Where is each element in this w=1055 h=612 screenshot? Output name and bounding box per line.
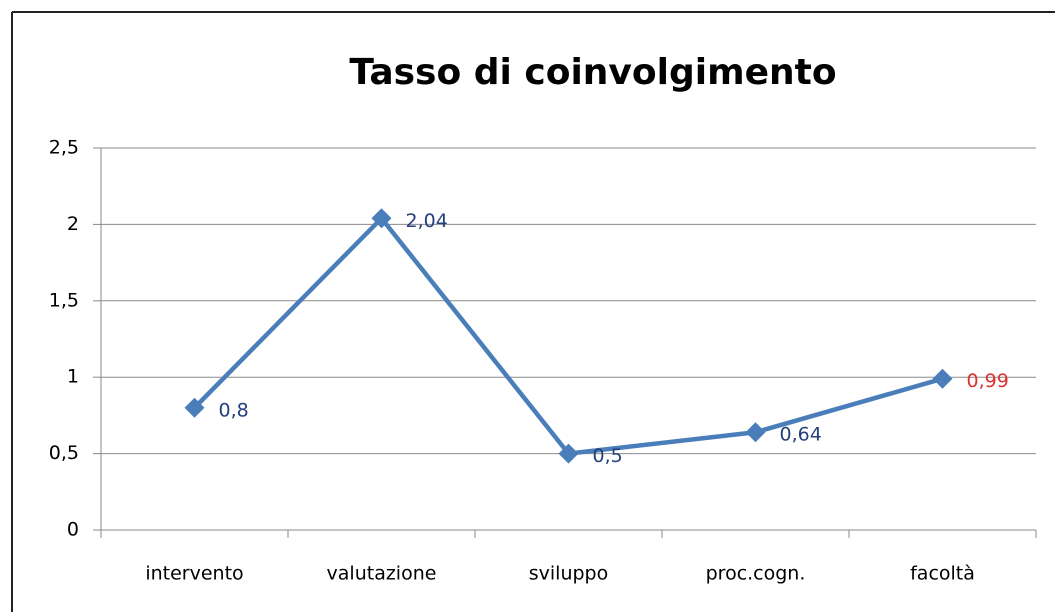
marker bbox=[371, 208, 392, 229]
x-tick-label: valutazione bbox=[327, 563, 437, 585]
data-label: 0,8 bbox=[219, 399, 249, 421]
data-label: 0,64 bbox=[780, 424, 822, 446]
marker bbox=[932, 368, 953, 389]
marker bbox=[184, 397, 205, 418]
y-tick-label: 2 bbox=[67, 213, 79, 235]
data-label: 0,99 bbox=[967, 370, 1009, 392]
marker bbox=[745, 422, 766, 443]
data-label: 2,04 bbox=[406, 210, 448, 232]
y-tick-label: 1 bbox=[67, 366, 79, 388]
chart-title: Tasso di coinvolgimento bbox=[349, 52, 836, 93]
data-label: 0,5 bbox=[593, 445, 623, 467]
x-tick-label: proc.cogn. bbox=[706, 563, 806, 585]
x-tick-label: intervento bbox=[145, 563, 243, 585]
x-tick-label: facoltà bbox=[910, 563, 975, 585]
y-tick-label: 0,5 bbox=[49, 442, 79, 464]
y-tick-label: 0 bbox=[67, 519, 79, 541]
x-tick-label: sviluppo bbox=[529, 563, 609, 585]
marker bbox=[558, 443, 579, 464]
y-tick-label: 2,5 bbox=[49, 137, 79, 159]
y-tick-label: 1,5 bbox=[49, 289, 79, 311]
